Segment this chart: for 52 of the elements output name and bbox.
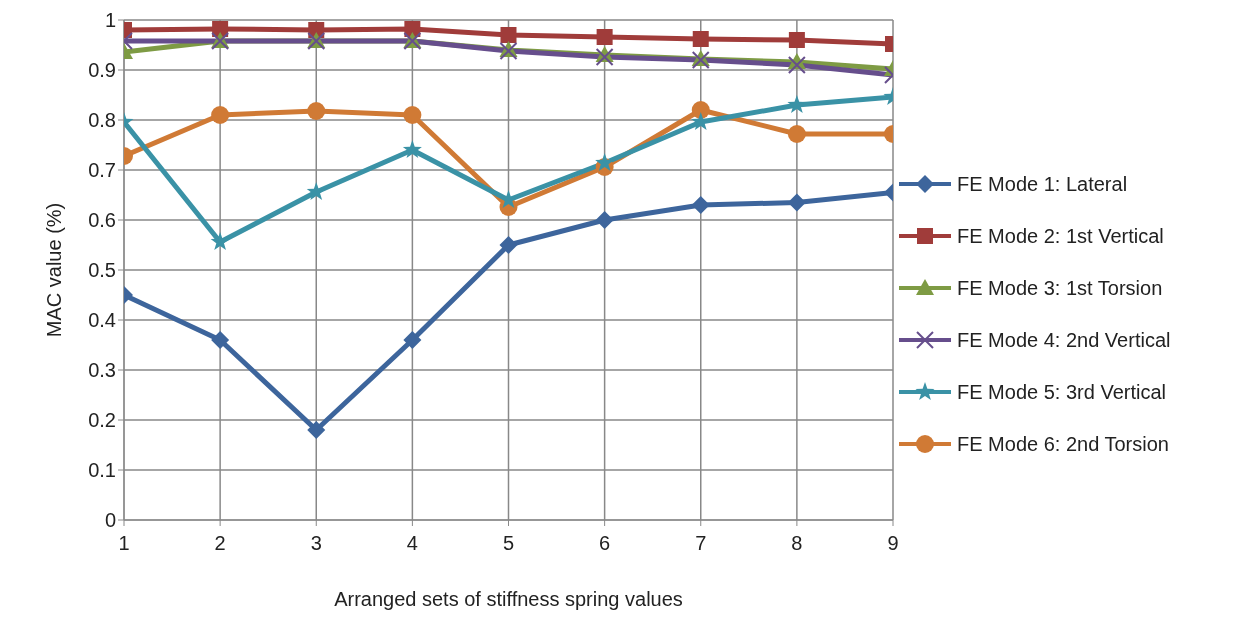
legend-label: FE Mode 5: 3rd Vertical (957, 380, 1166, 404)
point (788, 32, 805, 48)
x-tick-label: 4 (406, 532, 418, 555)
legend-label: FE Mode 2: 1st Vertical (957, 224, 1164, 248)
y-tick-label: 0.2 (88, 409, 116, 432)
y-tick-label: 0.6 (88, 209, 116, 232)
x-tick-label: 8 (791, 532, 803, 555)
point (787, 56, 806, 74)
legend-label: FE Mode 6: 2nd Torsion (957, 432, 1169, 456)
x-tick-label: 2 (214, 532, 226, 555)
point (500, 27, 517, 43)
x-tick-label: 7 (695, 532, 707, 555)
x-tick-label: 9 (887, 532, 899, 555)
point (211, 106, 230, 124)
y-tick-label: 0.1 (88, 459, 116, 482)
y-tick-label: 1 (104, 9, 116, 32)
point (787, 95, 807, 114)
x-axis-title: Arranged sets of stiffness spring values (334, 588, 683, 610)
point (595, 211, 614, 229)
y-tick-label: 0.9 (88, 59, 116, 82)
point (403, 331, 422, 349)
point (787, 193, 806, 212)
point (307, 102, 326, 120)
point (596, 29, 613, 45)
y-tick-label: 0.5 (88, 259, 116, 282)
point (691, 112, 711, 131)
point (211, 331, 230, 349)
y-axis-title: MAC value (%) (43, 202, 66, 338)
x-tick-label: 3 (310, 532, 322, 555)
point (499, 236, 518, 254)
x-tick-label: 5 (502, 532, 515, 555)
legend-label: FE Mode 1: Lateral (957, 172, 1128, 196)
point (691, 101, 710, 119)
point (595, 48, 614, 66)
x-tick-label: 1 (118, 532, 130, 555)
legend-label: FE Mode 4: 2nd Vertical (957, 328, 1171, 352)
x-tick-label: 6 (599, 532, 611, 555)
point (691, 196, 710, 214)
point (403, 106, 422, 124)
legend-label: FE Mode 3: 1st Torsion (957, 276, 1163, 300)
y-tick-label: 0.4 (88, 309, 116, 332)
y-tick-label: 0.8 (88, 109, 116, 132)
point (595, 153, 615, 172)
point (306, 182, 326, 201)
point (787, 125, 806, 143)
point (307, 421, 326, 439)
y-tick-label: 0.3 (88, 359, 116, 382)
point (402, 140, 422, 159)
point (210, 232, 230, 251)
y-tick-label: 0 (104, 509, 116, 532)
y-tick-label: 0.7 (88, 159, 116, 182)
point (692, 31, 709, 47)
